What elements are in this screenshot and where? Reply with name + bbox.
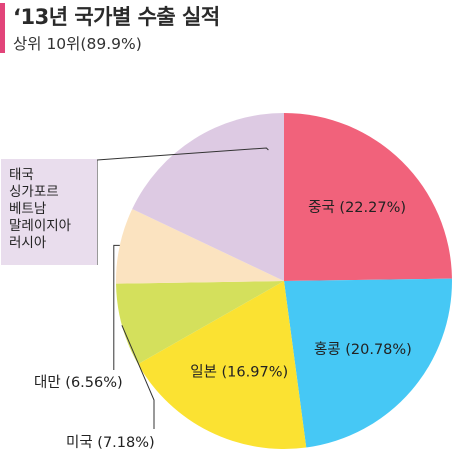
others-country-list: 태국 싱가포르 베트남 말레이지아 러시아 bbox=[1, 159, 97, 252]
others-country-item: 말레이지아 bbox=[9, 218, 72, 234]
others-country-item: 태국 bbox=[9, 167, 34, 183]
chart-title: ‘13년 국가별 수출 실적 bbox=[13, 5, 220, 29]
chart-subtitle: 상위 10위(89.9%) bbox=[13, 35, 142, 53]
pie-slice-others bbox=[132, 113, 284, 281]
title-accent-bar bbox=[0, 3, 5, 53]
slice-label-japan: 일본 (16.97%) bbox=[190, 363, 288, 380]
others-connector bbox=[96, 147, 269, 161]
pie-slice-usa bbox=[116, 281, 285, 365]
taiwan-connector bbox=[113, 244, 120, 370]
pie-slice-japan bbox=[138, 281, 307, 449]
pie-slice-taiwan bbox=[115, 209, 284, 284]
taiwan-slice-label: 대만 (6.56%) bbox=[34, 375, 123, 391]
others-country-item: 러시아 bbox=[9, 235, 47, 251]
pie-slice-hongkong bbox=[284, 278, 452, 448]
slice-labels: 중국 (22.27%) 홍콩 (20.78%) 일본 (16.97%) bbox=[190, 200, 412, 380]
usa-connector bbox=[121, 325, 155, 429]
label-connectors bbox=[96, 147, 269, 429]
pie-slices bbox=[115, 113, 452, 449]
pie-slice-china bbox=[284, 113, 452, 281]
usa-slice-label: 미국 (7.18%) bbox=[66, 435, 155, 451]
others-country-item: 베트남 bbox=[9, 201, 47, 217]
others-group-box: 태국 싱가포르 베트남 말레이지아 러시아 bbox=[1, 159, 97, 265]
others-country-item: 싱가포르 bbox=[9, 184, 59, 200]
slice-label-china: 중국 (22.27%) bbox=[308, 200, 406, 216]
slice-label-hongkong: 홍콩 (20.78%) bbox=[314, 341, 412, 358]
